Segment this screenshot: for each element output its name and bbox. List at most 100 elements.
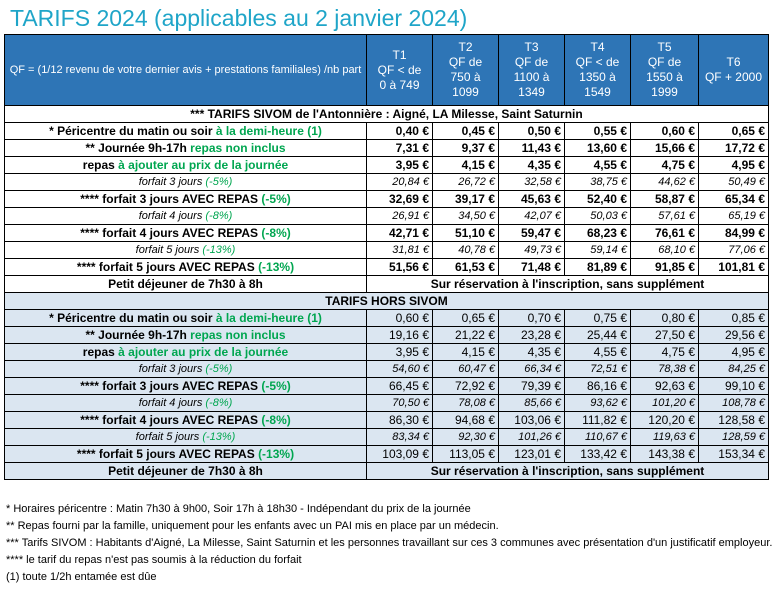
price-cell: 51,56 € xyxy=(366,258,433,276)
price-cell: 143,38 € xyxy=(630,445,699,463)
page-title: TARIFS 2024 (applicables au 2 janvier 20… xyxy=(10,5,468,31)
row-label: * Péricentre du matin ou soir à la demi-… xyxy=(4,309,367,327)
row-label: ** Journée 9h-17h repas non inclus xyxy=(4,326,367,344)
table-row: * Péricentre du matin ou soir à la demi-… xyxy=(4,309,769,327)
price-cell: 92,63 € xyxy=(630,377,699,395)
price-cell: 68,10 € xyxy=(630,241,699,259)
price-cell: 26,72 € xyxy=(432,173,499,191)
price-cell: 120,20 € xyxy=(630,411,699,429)
footnote: ** Repas fourni par la famille, uniqueme… xyxy=(6,520,499,532)
price-cell: 99,10 € xyxy=(698,377,769,395)
footnote: **** le tarif du repas n'est pas soumis … xyxy=(6,554,302,566)
row-label: forfait 4 jours (-8%) xyxy=(4,207,367,225)
price-cell: 128,59 € xyxy=(698,428,769,446)
price-cell: 27,50 € xyxy=(630,326,699,344)
price-cell: 49,73 € xyxy=(498,241,565,259)
section-title: *** TARIFS SIVOM de l'Antonnière : Aigné… xyxy=(4,105,769,123)
table-row: **** forfait 5 jours AVEC REPAS (-13%) 10… xyxy=(4,445,769,463)
row-label: forfait 5 jours (-13%) xyxy=(4,241,367,259)
price-cell: 86,16 € xyxy=(564,377,631,395)
price-cell: 32,69 € xyxy=(366,190,433,208)
price-cell: 83,34 € xyxy=(366,428,433,446)
price-cell: 57,61 € xyxy=(630,207,699,225)
footnote: (1) toute 1/2h entamée est dûe xyxy=(6,571,157,583)
price-cell: 4,15 € xyxy=(432,343,499,361)
table-row: **** forfait 5 jours AVEC REPAS (-13%) 51… xyxy=(4,258,769,276)
price-cell: 101,26 € xyxy=(498,428,565,446)
price-cell: 65,34 € xyxy=(698,190,769,208)
price-cell: 0,85 € xyxy=(698,309,769,327)
price-cell: 42,07 € xyxy=(498,207,565,225)
price-cell: 79,39 € xyxy=(498,377,565,395)
price-cell: 52,40 € xyxy=(564,190,631,208)
table-row: forfait 5 jours (-13%) 83,34 €92,30 €101,… xyxy=(4,428,769,446)
tier-header-t5: T5 QF de 1550 à 1999 xyxy=(630,34,699,106)
price-cell: 101,20 € xyxy=(630,394,699,412)
price-cell: 153,34 € xyxy=(698,445,769,463)
price-cell: 103,09 € xyxy=(366,445,433,463)
price-cell: 50,49 € xyxy=(698,173,769,191)
table-row: forfait 5 jours (-13%) 31,81 €40,78 €49,7… xyxy=(4,241,769,259)
table-row: repas à ajouter au prix de la journée 3,9… xyxy=(4,156,769,174)
price-cell: 13,60 € xyxy=(564,139,631,157)
row-label: **** forfait 3 jours AVEC REPAS (-5%) xyxy=(4,190,367,208)
price-cell: 60,47 € xyxy=(432,360,499,378)
price-cell: 39,17 € xyxy=(432,190,499,208)
tier-header-t1: T1 QF < de 0 à 749 xyxy=(366,34,433,106)
price-cell: 91,85 € xyxy=(630,258,699,276)
price-cell: 7,31 € xyxy=(366,139,433,157)
price-cell: 71,48 € xyxy=(498,258,565,276)
price-cell: 3,95 € xyxy=(366,343,433,361)
price-cell: 110,67 € xyxy=(564,428,631,446)
price-cell: 72,92 € xyxy=(432,377,499,395)
price-cell: 4,75 € xyxy=(630,343,699,361)
section-title-row: TARIFS HORS SIVOM xyxy=(4,292,769,310)
price-cell: 19,16 € xyxy=(366,326,433,344)
price-cell: 4,95 € xyxy=(698,343,769,361)
price-cell: 119,63 € xyxy=(630,428,699,446)
row-label: **** forfait 3 jours AVEC REPAS (-5%) xyxy=(4,377,367,395)
price-cell: 92,30 € xyxy=(432,428,499,446)
tier-header-t2: T2 QF de 750 à 1099 xyxy=(432,34,499,106)
table-row: * Péricentre du matin ou soir à la demi-… xyxy=(4,122,769,140)
price-cell: 9,37 € xyxy=(432,139,499,157)
price-cell: 113,05 € xyxy=(432,445,499,463)
price-cell: 4,95 € xyxy=(698,156,769,174)
price-cell: 84,99 € xyxy=(698,224,769,242)
price-cell: 4,35 € xyxy=(498,343,565,361)
price-cell: 0,65 € xyxy=(698,122,769,140)
price-cell: 81,89 € xyxy=(564,258,631,276)
price-cell: 45,63 € xyxy=(498,190,565,208)
table-row: ** Journée 9h-17h repas non inclus 19,16 … xyxy=(4,326,769,344)
table-row: ** Journée 9h-17h repas non inclus 7,31 €… xyxy=(4,139,769,157)
table-row: forfait 4 jours (-8%) 70,50 €78,08 €85,66… xyxy=(4,394,769,412)
row-label: **** forfait 5 jours AVEC REPAS (-13%) xyxy=(4,258,367,276)
price-cell: 54,60 € xyxy=(366,360,433,378)
footnote: *** Tarifs SIVOM : Habitants d'Aigné, La… xyxy=(6,537,773,549)
price-cell: 58,87 € xyxy=(630,190,699,208)
row-label: * Péricentre du matin ou soir à la demi-… xyxy=(4,122,367,140)
price-cell: 0,60 € xyxy=(630,122,699,140)
tier-header-t4: T4 QF < de 1350 à 1549 xyxy=(564,34,631,106)
price-cell: 93,62 € xyxy=(564,394,631,412)
price-cell: 77,06 € xyxy=(698,241,769,259)
price-cell: 0,40 € xyxy=(366,122,433,140)
price-cell: 42,71 € xyxy=(366,224,433,242)
row-label: ** Journée 9h-17h repas non inclus xyxy=(4,139,367,157)
price-cell: 86,30 € xyxy=(366,411,433,429)
price-cell: 50,03 € xyxy=(564,207,631,225)
price-cell: 32,58 € xyxy=(498,173,565,191)
price-cell: 128,58 € xyxy=(698,411,769,429)
price-cell: 85,66 € xyxy=(498,394,565,412)
breakfast-note: Sur réservation à l'inscription, sans su… xyxy=(366,462,769,480)
section-title: TARIFS HORS SIVOM xyxy=(4,292,769,310)
table-row: **** forfait 3 jours AVEC REPAS (-5%) 32,… xyxy=(4,190,769,208)
row-label: **** forfait 4 jours AVEC REPAS (-8%) xyxy=(4,411,367,429)
price-cell: 0,70 € xyxy=(498,309,565,327)
price-cell: 59,14 € xyxy=(564,241,631,259)
price-cell: 0,80 € xyxy=(630,309,699,327)
table-row: forfait 3 jours (-5%) 54,60 €60,47 €66,34… xyxy=(4,360,769,378)
price-cell: 66,34 € xyxy=(498,360,565,378)
row-label: repas à ajouter au prix de la journée xyxy=(4,343,367,361)
tier-header-t6: T6 QF + 2000 xyxy=(698,34,769,106)
